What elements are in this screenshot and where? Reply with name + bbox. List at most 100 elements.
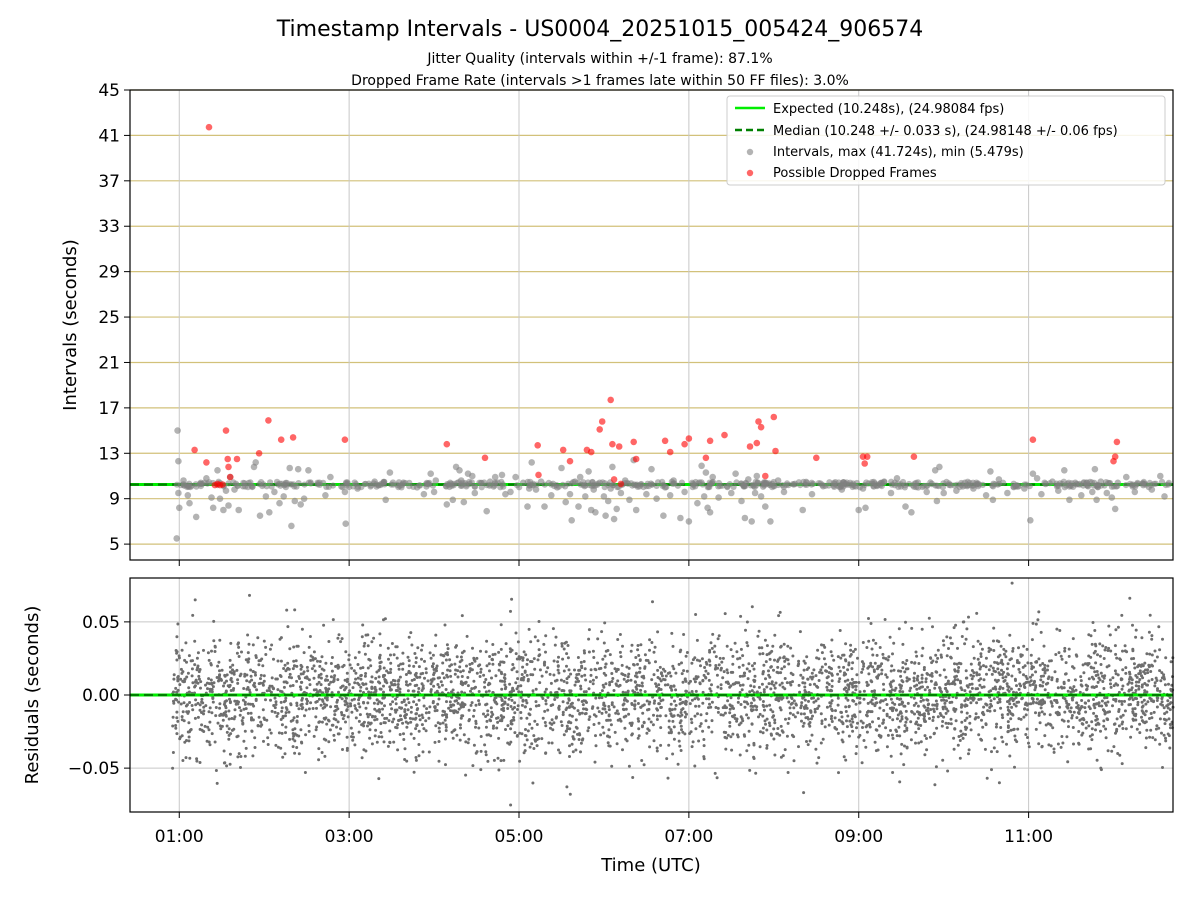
residual-point	[331, 618, 335, 622]
residual-point	[523, 705, 527, 709]
residual-point	[830, 720, 834, 723]
interval-point	[286, 464, 294, 472]
residual-point	[925, 748, 929, 752]
residual-point	[1023, 685, 1026, 689]
dropped-frame-point	[863, 453, 871, 461]
residual-point	[492, 724, 495, 728]
residual-point	[176, 675, 180, 678]
residual-point	[755, 708, 758, 712]
residual-point	[467, 737, 471, 741]
residual-point	[315, 682, 319, 686]
residual-point	[1117, 708, 1121, 711]
residual-point	[198, 708, 202, 712]
residual-point	[701, 690, 705, 694]
residual-point	[416, 646, 420, 650]
residual-point	[1015, 684, 1018, 688]
residual-point	[506, 707, 510, 710]
residual-point	[825, 669, 829, 673]
residual-point	[284, 680, 288, 684]
residual-point	[421, 671, 425, 675]
residual-point	[1046, 668, 1049, 672]
residual-point	[1025, 647, 1029, 651]
residual-point	[241, 722, 245, 726]
residual-point	[613, 730, 617, 734]
residual-point	[1120, 722, 1124, 726]
interval-point	[562, 498, 569, 506]
residual-point	[630, 733, 634, 737]
residual-point	[610, 764, 614, 768]
interval-point	[571, 478, 579, 486]
residual-point	[786, 771, 790, 774]
dropped-frame-point	[706, 437, 714, 445]
interval-point	[1066, 496, 1073, 504]
residual-point	[406, 697, 410, 701]
residual-point	[300, 740, 303, 744]
interval-point	[322, 492, 329, 499]
residual-point	[770, 733, 773, 737]
residual-point	[387, 719, 391, 723]
residual-point	[1102, 676, 1106, 680]
residual-point	[520, 703, 524, 707]
interval-point	[902, 503, 909, 510]
residual-point	[274, 743, 278, 747]
residual-point	[1154, 676, 1158, 680]
residual-point	[1052, 750, 1056, 754]
residual-point	[306, 669, 310, 673]
residual-point	[1148, 652, 1152, 656]
residual-point	[412, 770, 416, 774]
residual-point	[1105, 665, 1109, 669]
residual-point	[509, 727, 513, 731]
residual-point	[773, 753, 777, 757]
residual-point	[495, 726, 499, 730]
residual-point	[729, 735, 733, 739]
residual-point	[624, 707, 628, 711]
residual-point	[382, 666, 386, 670]
residual-point	[519, 656, 523, 659]
residual-point	[544, 699, 548, 703]
residual-point	[959, 705, 963, 709]
interval-point	[733, 479, 740, 486]
residual-point	[693, 764, 697, 768]
residual-point	[709, 641, 713, 645]
residual-point	[248, 691, 252, 694]
residual-point	[1131, 711, 1135, 715]
residual-point	[618, 650, 622, 654]
residual-point	[561, 700, 565, 704]
residual-point	[234, 702, 238, 706]
residual-point	[1103, 712, 1107, 716]
residual-point	[287, 710, 291, 714]
residual-point	[953, 669, 957, 673]
residual-point	[319, 683, 323, 687]
residual-point	[783, 748, 787, 752]
residual-point	[981, 725, 985, 729]
interval-point	[1108, 494, 1116, 501]
residual-point	[1033, 679, 1036, 683]
residual-point	[325, 674, 329, 678]
residual-point	[672, 737, 676, 741]
residual-point	[436, 702, 440, 706]
residual-point	[506, 703, 510, 707]
residual-point	[383, 704, 386, 708]
residual-point	[865, 646, 869, 649]
residual-point	[259, 677, 262, 681]
residual-point	[748, 768, 752, 772]
residual-point	[750, 605, 754, 609]
residual-point	[747, 729, 751, 733]
residual-point	[464, 773, 468, 777]
residual-point	[669, 686, 673, 690]
residual-point	[989, 648, 993, 652]
residual-point	[970, 677, 974, 681]
residual-point	[414, 656, 418, 660]
residual-point	[1094, 702, 1098, 706]
residual-point	[679, 749, 683, 752]
residual-point	[891, 701, 895, 705]
residual-point	[213, 644, 217, 648]
residual-point	[1010, 696, 1014, 700]
residual-point	[420, 713, 424, 717]
residual-point	[629, 649, 633, 653]
residual-point	[1099, 768, 1103, 772]
residual-point	[576, 709, 580, 713]
residual-point	[188, 756, 192, 760]
residual-point	[362, 691, 365, 694]
residual-point	[408, 716, 412, 720]
